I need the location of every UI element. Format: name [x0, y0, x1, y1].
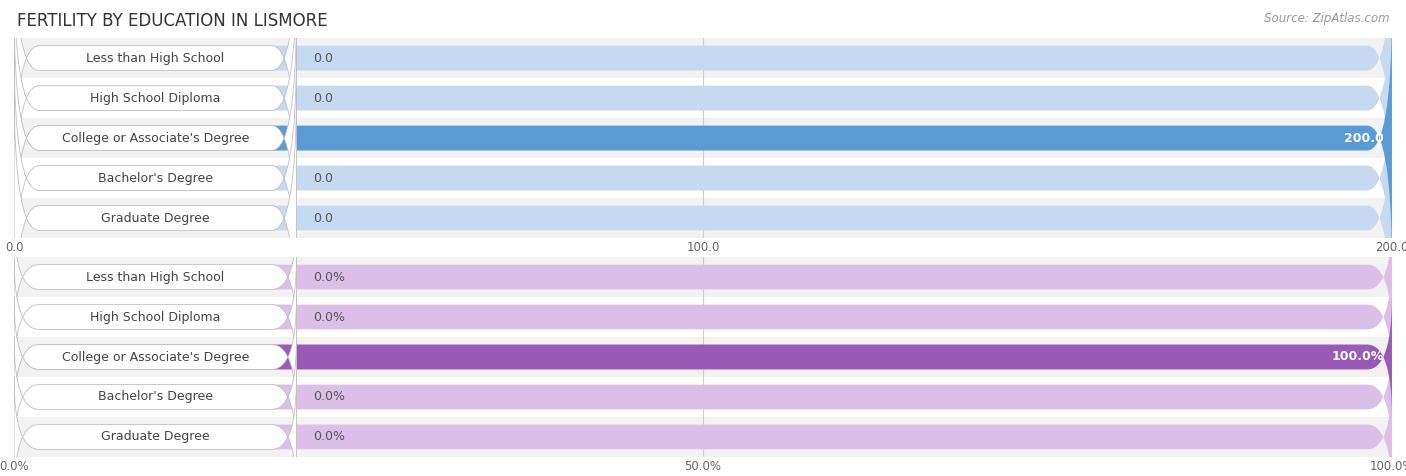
- Text: College or Associate's Degree: College or Associate's Degree: [62, 131, 249, 145]
- Text: High School Diploma: High School Diploma: [90, 310, 221, 324]
- Text: 100.0%: 100.0%: [1331, 350, 1384, 364]
- Text: 0.0%: 0.0%: [314, 390, 344, 404]
- FancyBboxPatch shape: [14, 298, 1392, 416]
- Text: 0.0: 0.0: [314, 211, 333, 225]
- Text: Source: ZipAtlas.com: Source: ZipAtlas.com: [1264, 12, 1389, 25]
- FancyBboxPatch shape: [14, 0, 297, 229]
- FancyBboxPatch shape: [14, 87, 1392, 349]
- Text: Bachelor's Degree: Bachelor's Degree: [98, 390, 212, 404]
- FancyBboxPatch shape: [14, 7, 1392, 269]
- FancyBboxPatch shape: [14, 258, 297, 377]
- Text: Graduate Degree: Graduate Degree: [101, 211, 209, 225]
- Bar: [14, 78, 1392, 118]
- Text: Less than High School: Less than High School: [86, 51, 225, 65]
- Bar: [14, 118, 1392, 158]
- Text: 200.0: 200.0: [1344, 131, 1384, 145]
- Bar: [14, 158, 1392, 198]
- FancyBboxPatch shape: [14, 7, 297, 269]
- Bar: [14, 257, 1392, 297]
- FancyBboxPatch shape: [14, 218, 1392, 337]
- Bar: [14, 297, 1392, 337]
- FancyBboxPatch shape: [14, 7, 1392, 269]
- Text: High School Diploma: High School Diploma: [90, 91, 221, 105]
- Bar: [14, 377, 1392, 417]
- Text: College or Associate's Degree: College or Associate's Degree: [62, 350, 249, 364]
- FancyBboxPatch shape: [14, 0, 1392, 189]
- FancyBboxPatch shape: [14, 258, 1392, 377]
- FancyBboxPatch shape: [14, 218, 297, 337]
- FancyBboxPatch shape: [14, 0, 297, 189]
- FancyBboxPatch shape: [14, 298, 1392, 416]
- Text: 0.0%: 0.0%: [314, 310, 344, 324]
- Text: 0.0: 0.0: [314, 91, 333, 105]
- Bar: [14, 198, 1392, 238]
- Text: 0.0%: 0.0%: [314, 430, 344, 444]
- FancyBboxPatch shape: [14, 298, 297, 416]
- FancyBboxPatch shape: [14, 337, 297, 456]
- FancyBboxPatch shape: [14, 377, 297, 476]
- Text: 0.0: 0.0: [314, 171, 333, 185]
- Text: Bachelor's Degree: Bachelor's Degree: [98, 171, 212, 185]
- Bar: [14, 417, 1392, 457]
- Text: Less than High School: Less than High School: [86, 270, 225, 284]
- FancyBboxPatch shape: [14, 337, 1392, 456]
- Text: 0.0%: 0.0%: [314, 270, 344, 284]
- FancyBboxPatch shape: [14, 0, 1392, 229]
- Bar: [14, 337, 1392, 377]
- Text: Graduate Degree: Graduate Degree: [101, 430, 209, 444]
- Bar: [14, 38, 1392, 78]
- FancyBboxPatch shape: [14, 47, 297, 309]
- Text: FERTILITY BY EDUCATION IN LISMORE: FERTILITY BY EDUCATION IN LISMORE: [17, 12, 328, 30]
- FancyBboxPatch shape: [14, 47, 1392, 309]
- FancyBboxPatch shape: [14, 377, 1392, 476]
- Text: 0.0: 0.0: [314, 51, 333, 65]
- FancyBboxPatch shape: [14, 87, 297, 349]
